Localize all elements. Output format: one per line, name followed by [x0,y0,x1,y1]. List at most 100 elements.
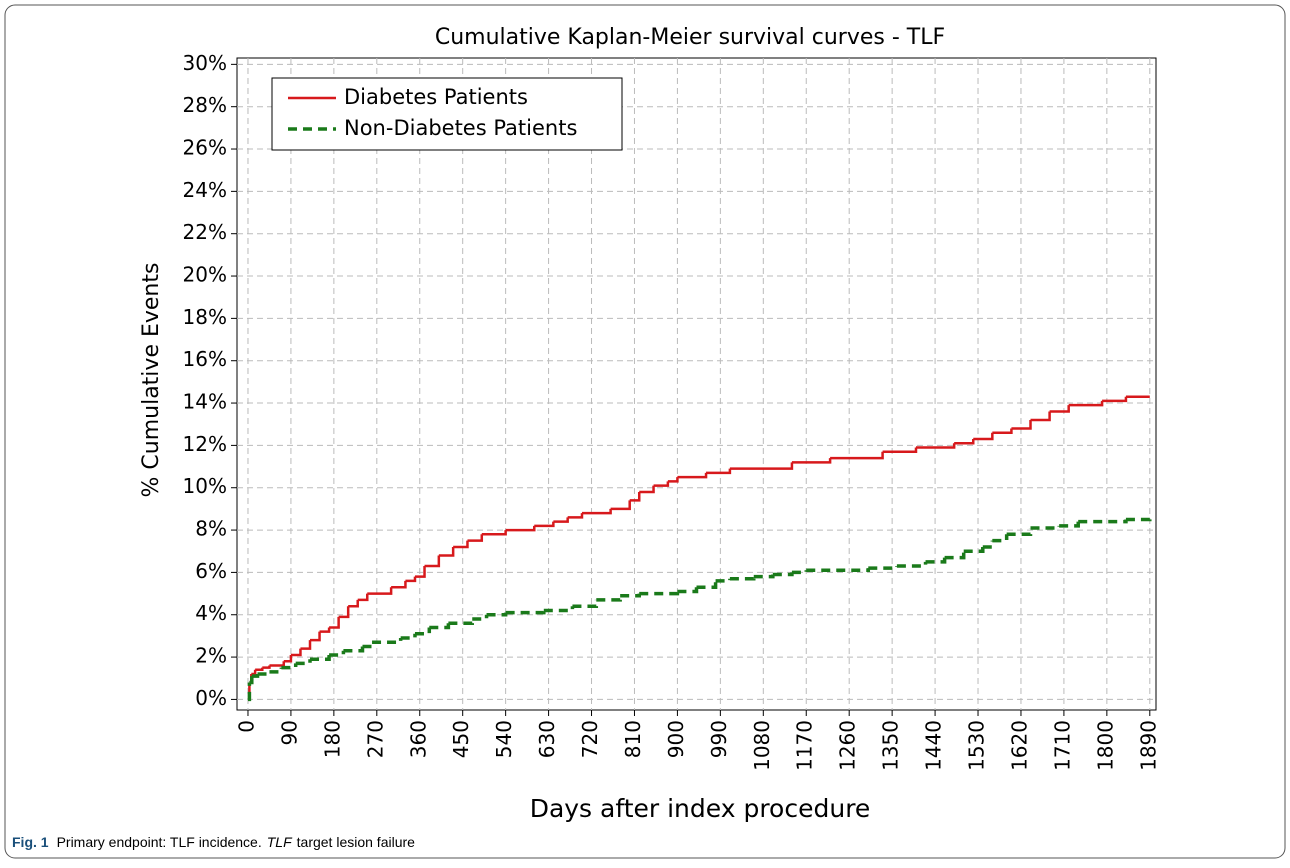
x-tick-label: 990 [707,720,731,758]
y-axis-label: % Cumulative Events [139,263,164,498]
km-step [251,669,257,676]
km-step [257,671,272,676]
km-step [973,432,994,441]
km-step [269,661,286,667]
km-step [534,521,555,528]
x-tick-label: 1620 [1007,720,1031,771]
km-step [348,599,359,608]
plot-area [236,57,1157,711]
km-step [283,654,293,663]
y-tick-label: 16% [183,347,227,371]
km-step [300,640,312,650]
km-step [729,576,756,581]
x-tick-label: 630 [535,720,559,758]
x-tick-label: 1080 [750,720,774,771]
x-tick-label: 1260 [836,720,860,771]
km-step [467,534,484,542]
km-step [992,534,1009,543]
y-tick-label: 4% [195,601,227,625]
km-step [367,587,393,595]
km-step [954,439,975,445]
km-step [481,530,507,536]
y-tick-label: 30% [183,51,227,75]
x-axis-label: Days after index procedure [530,794,871,823]
km-step [372,638,403,645]
km-step [639,485,655,494]
km-step [1125,517,1152,522]
km-step [629,491,641,502]
y-tick-label: 22% [183,220,227,244]
km-step [414,627,432,636]
km-step [639,591,680,596]
km-step [414,566,426,578]
km-step [706,468,732,475]
km-step [992,428,1013,434]
x-tick-label: 1440 [922,720,946,771]
x-tick-label: 540 [492,720,516,758]
y-tick-label: 14% [183,390,227,414]
figure-frame [4,4,1286,859]
x-tick-label: 810 [621,720,645,758]
km-step [572,599,599,609]
km-step [1006,527,1033,537]
km-step [424,555,441,568]
km-step [653,481,670,487]
y-tick-label: 0% [195,686,227,710]
km-step [791,458,832,464]
x-tick-label: 720 [578,720,602,758]
x-tick-label: 360 [406,720,430,758]
y-tick-label: 8% [195,517,227,541]
km-step [610,500,631,511]
km-step [677,472,708,479]
km-step [1011,419,1032,430]
km-step [405,576,417,583]
km-step [281,663,298,670]
y-tick-label: 18% [183,305,227,329]
km-step [667,477,679,483]
x-tick-label: 900 [664,720,688,758]
km-step [567,513,584,519]
y-tick-label: 20% [183,263,227,287]
km-step [290,648,302,657]
km-step [391,580,407,589]
km-step [329,616,340,629]
caption-abbr: TLF [267,834,293,850]
x-tick-label: 180 [320,720,344,758]
km-step [448,618,474,625]
x-tick-label: 1800 [1093,720,1117,771]
x-tick-label: 1530 [965,720,989,771]
y-tick-label: 24% [183,178,227,202]
caption-text: Primary endpoint: TLF incidence. [57,834,262,850]
caption-label: Fig. 1 [12,834,49,850]
y-tick-label: 28% [183,93,227,117]
x-tick-label: 1170 [793,720,817,771]
km-step [249,676,254,685]
legend-label: Non-Diabetes Patients [344,116,577,140]
y-tick-label: 6% [195,559,227,583]
km-step [486,612,508,617]
km-step [882,447,918,453]
x-tick-label: 450 [449,720,473,758]
x-tick-label: 90 [277,720,301,745]
y-tick-label: 12% [183,432,227,456]
km-step [696,580,718,589]
km-step [310,631,321,642]
km-step [1068,400,1104,407]
km-step [925,557,947,564]
km-step [453,540,469,549]
x-tick-label: 1890 [1136,720,1160,771]
km-step [1102,396,1128,403]
x-tick-label: 1710 [1050,720,1074,771]
km-step [729,462,794,470]
x-tick-label: 0 [234,720,258,733]
y-tick-label: 10% [183,474,227,498]
legend-label: Diabetes Patients [344,85,528,109]
y-tick-label: 26% [183,136,227,160]
km-step [357,593,369,602]
km-step [915,443,956,449]
km-step [1049,405,1070,413]
x-tick-label: 270 [363,720,387,758]
km-step [438,547,455,557]
km-step [982,540,995,549]
km-step [269,667,284,674]
